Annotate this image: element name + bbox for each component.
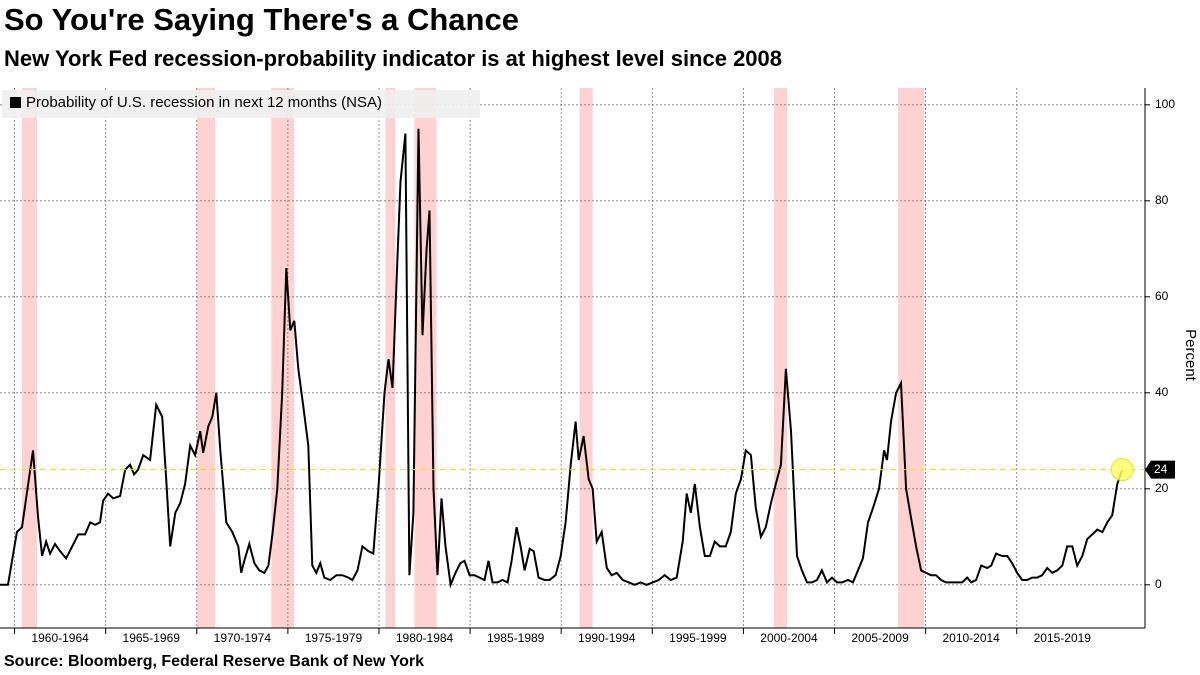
last-value-box bbox=[1145, 460, 1175, 479]
recession-band bbox=[197, 88, 216, 628]
recession-band bbox=[385, 88, 396, 628]
x-tick-label: 1995-1999 bbox=[669, 631, 727, 645]
x-tick-label: 2000-2004 bbox=[760, 631, 818, 645]
last-value-marker bbox=[1110, 458, 1134, 482]
x-tick-label: 1970-1974 bbox=[214, 631, 272, 645]
x-tick-label: 2010-2014 bbox=[942, 631, 1000, 645]
x-tick-label: 1980-1984 bbox=[396, 631, 454, 645]
x-tick-label: 2015-2019 bbox=[1034, 631, 1092, 645]
recession-band bbox=[22, 88, 37, 628]
last-value-label: 24 bbox=[1154, 462, 1168, 476]
recession-band bbox=[579, 88, 593, 628]
y-tick-label: 0 bbox=[1155, 577, 1162, 591]
x-tick-label: 2005-2009 bbox=[851, 631, 909, 645]
x-tick-label: 1960-1964 bbox=[31, 631, 89, 645]
y-tick-label: 60 bbox=[1155, 289, 1169, 303]
x-tick-label: 1985-1989 bbox=[487, 631, 545, 645]
line-series bbox=[0, 128, 1124, 589]
y-tick-label: 80 bbox=[1155, 193, 1169, 207]
chart-title: So You're Saying There's a Chance bbox=[4, 2, 519, 37]
recession-band bbox=[773, 88, 787, 628]
y-tick-label: 20 bbox=[1155, 481, 1169, 495]
y-tick-label: 40 bbox=[1155, 385, 1169, 399]
source: Source: Bloomberg, Federal Reserve Bank … bbox=[4, 653, 424, 670]
y-axis-label: Percent bbox=[1182, 329, 1199, 382]
legend-label: Probability of U.S. recession in next 12… bbox=[26, 94, 382, 111]
legend-swatch bbox=[10, 97, 21, 108]
x-tick-label: 1990-1994 bbox=[578, 631, 636, 645]
x-tick-label: 1975-1979 bbox=[305, 631, 363, 645]
legend-box bbox=[2, 90, 480, 118]
x-tick-label: 1965-1969 bbox=[123, 631, 181, 645]
chart-subtitle: New York Fed recession-probability indic… bbox=[4, 46, 782, 71]
recession-band bbox=[898, 88, 924, 628]
y-tick-label: 100 bbox=[1155, 97, 1175, 111]
